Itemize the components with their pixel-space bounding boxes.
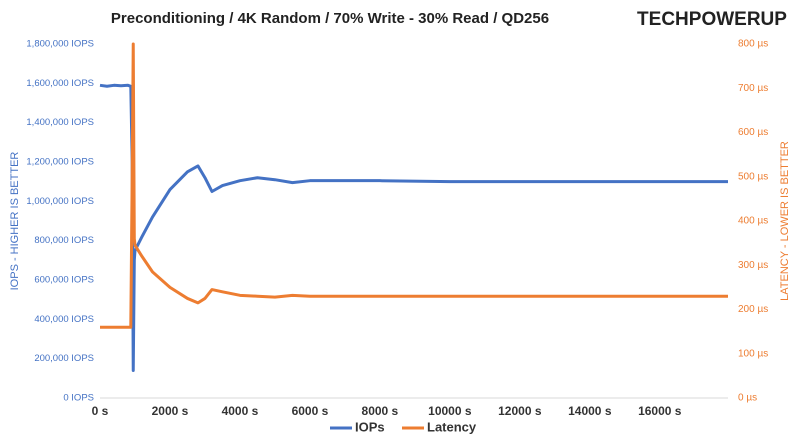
y2-tick-label: 500 µs [738,171,768,182]
y2-tick-label: 400 µs [738,216,768,227]
y-tick-label: 200,000 IOPS [34,353,94,364]
legend-label: Latency [427,419,477,434]
y2-tick-label: 800 µs [738,39,768,50]
series-line [99,83,728,372]
y2-tick-label: 0 µs [738,393,757,404]
legend-label: IOPs [355,419,385,434]
y2-tick-label: 300 µs [738,260,768,271]
logo: TECHPOWERUP [637,9,787,30]
x-tick-label: 10000 s [428,404,472,418]
x-tick-label: 12000 s [498,404,542,418]
x-tick-label: 8000 s [362,404,399,418]
chart-title: Preconditioning / 4K Random / 70% Write … [111,10,549,27]
y-tick-label: 0 IOPS [63,393,94,404]
y-axis-label: IOPS - HIGHER IS BETTER [9,152,21,291]
y-tick-label: 800,000 IOPS [34,235,94,246]
x-tick-label: 14000 s [568,404,612,418]
x-tick-label: 2000 s [152,404,189,418]
y-tick-label: 400,000 IOPS [34,314,94,325]
y-tick-label: 1,600,000 IOPS [26,78,94,89]
y-tick-label: 1,400,000 IOPS [26,117,94,128]
y2-tick-label: 700 µs [738,83,768,94]
y-tick-label: 1,000,000 IOPS [26,196,94,207]
y-tick-label: 600,000 IOPS [34,275,94,286]
x-tick-label: 6000 s [292,404,329,418]
y2-axis-label: LATENCY - LOWER IS BETTER [779,141,791,301]
x-tick-label: 0 s [92,404,109,418]
y-tick-label: 1,800,000 IOPS [26,39,94,50]
x-tick-label: 16000 s [638,404,682,418]
y2-tick-label: 100 µs [738,348,768,359]
series-line [100,42,728,329]
y2-tick-label: 200 µs [738,304,768,315]
y2-tick-label: 600 µs [738,127,768,138]
x-tick-label: 4000 s [222,404,259,418]
y-tick-label: 1,200,000 IOPS [26,157,94,168]
